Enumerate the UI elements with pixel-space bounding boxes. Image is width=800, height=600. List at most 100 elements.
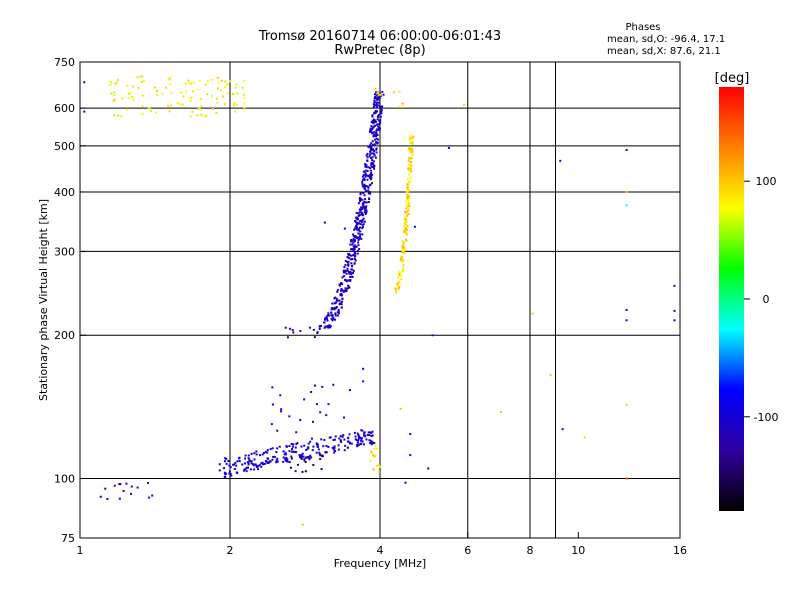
- data-point: [531, 312, 534, 315]
- data-point: [358, 248, 361, 251]
- data-point: [401, 270, 404, 273]
- data-point: [375, 129, 378, 132]
- data-point: [323, 318, 326, 321]
- data-point: [265, 460, 268, 463]
- data-point: [291, 447, 294, 450]
- data-point: [318, 325, 321, 328]
- data-point: [373, 143, 376, 146]
- data-point: [369, 169, 372, 172]
- data-point: [319, 325, 322, 328]
- data-point: [323, 321, 326, 324]
- data-point: [366, 174, 369, 177]
- data-point: [405, 228, 408, 231]
- data-point: [122, 489, 125, 492]
- data-point: [176, 101, 179, 104]
- data-point: [220, 89, 223, 92]
- data-point: [204, 114, 207, 117]
- data-point: [403, 216, 406, 219]
- data-point: [361, 213, 364, 216]
- data-point: [361, 220, 364, 223]
- data-point: [403, 251, 406, 254]
- data-point: [348, 441, 351, 444]
- data-point: [224, 80, 227, 83]
- data-point: [360, 442, 363, 445]
- data-point: [407, 178, 410, 181]
- data-point: [375, 123, 378, 126]
- data-point: [379, 119, 382, 122]
- data-point: [370, 164, 373, 167]
- data-point: [223, 467, 226, 470]
- data-point: [352, 235, 355, 238]
- data-point: [332, 383, 335, 386]
- data-point: [245, 466, 248, 469]
- data-point: [364, 198, 367, 201]
- data-point: [280, 408, 283, 411]
- data-point: [260, 465, 263, 468]
- data-point: [339, 289, 342, 292]
- data-point: [322, 445, 325, 448]
- data-point: [330, 311, 333, 314]
- data-point: [301, 452, 304, 455]
- data-point: [113, 484, 116, 487]
- data-point: [238, 460, 241, 463]
- data-point: [409, 149, 412, 152]
- data-point: [405, 239, 408, 242]
- data-point: [319, 454, 322, 457]
- data-point: [368, 197, 371, 200]
- data-point: [367, 145, 370, 148]
- data-point: [365, 211, 368, 214]
- y-tick-label: 400: [54, 186, 75, 199]
- data-point: [196, 114, 199, 117]
- data-point: [375, 91, 378, 94]
- data-point: [359, 439, 362, 442]
- data-point: [339, 435, 342, 438]
- data-point: [397, 276, 400, 279]
- data-point: [225, 457, 228, 460]
- data-point: [309, 440, 312, 443]
- data-point: [347, 436, 350, 439]
- data-point: [500, 410, 503, 413]
- data-point: [348, 389, 351, 392]
- data-point: [406, 205, 409, 208]
- data-point: [304, 460, 307, 463]
- data-point: [375, 151, 378, 154]
- data-point: [404, 218, 407, 221]
- data-point: [372, 118, 375, 121]
- data-point: [141, 94, 144, 97]
- data-point: [154, 111, 157, 114]
- data-point: [372, 148, 375, 151]
- data-point: [329, 325, 332, 328]
- data-point: [261, 461, 264, 464]
- data-point: [342, 290, 345, 293]
- data-point: [356, 432, 359, 435]
- x-tick-labels: 1 2 4 6 8 10 16: [77, 532, 687, 557]
- data-point: [376, 128, 379, 131]
- data-point: [347, 284, 350, 287]
- data-point: [374, 133, 377, 136]
- data-point: [339, 293, 342, 296]
- data-point: [353, 431, 356, 434]
- data-point: [161, 93, 164, 96]
- data-point: [224, 86, 227, 89]
- data-point: [397, 281, 400, 284]
- data-point: [402, 243, 405, 246]
- data-point: [340, 440, 343, 443]
- data-point: [377, 95, 380, 98]
- data-point: [357, 232, 360, 235]
- data-point: [282, 460, 285, 463]
- data-point: [187, 79, 190, 82]
- data-point: [370, 142, 373, 145]
- data-point: [370, 148, 373, 151]
- data-point: [365, 164, 368, 167]
- data-point: [399, 274, 402, 277]
- y-tick-label: 200: [54, 329, 75, 342]
- data-point: [284, 451, 287, 454]
- y-tick-labels: 75 100 200 300 400 500 600 750: [54, 56, 86, 545]
- data-point: [337, 308, 340, 311]
- data-point: [189, 115, 192, 118]
- data-point: [359, 200, 362, 203]
- y-tick-label: 500: [54, 140, 75, 153]
- data-point: [370, 431, 373, 434]
- data-point: [362, 223, 365, 226]
